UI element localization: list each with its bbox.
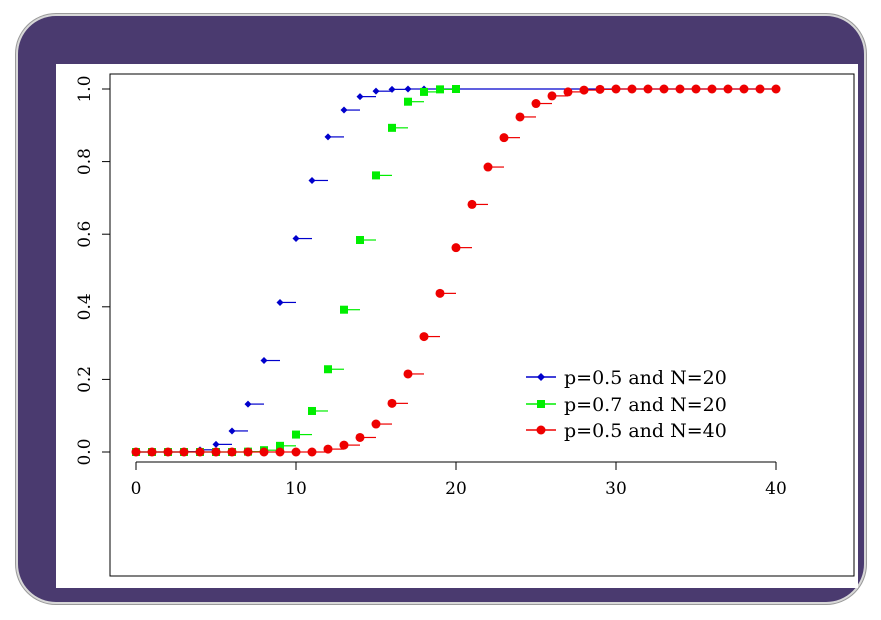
y-tick-label: 0.2 (75, 366, 95, 393)
series-2-point (355, 432, 365, 442)
series-2-point (179, 447, 189, 457)
series-1-point (388, 123, 396, 132)
series-2-point (275, 447, 285, 457)
y-tick-label: 1.0 (75, 75, 95, 102)
series-0-point (244, 400, 252, 408)
series-2-point (259, 447, 269, 457)
x-tick-label: 30 (605, 479, 627, 499)
series-0-point (340, 106, 348, 114)
series-0-point (356, 93, 364, 101)
series-2-point (291, 447, 301, 457)
series-2-point (323, 444, 333, 454)
series-2-point (611, 84, 621, 94)
x-tick-label: 10 (285, 479, 307, 499)
series-2-point (579, 85, 589, 95)
series-2-point (467, 199, 477, 209)
series-2-point (723, 84, 733, 94)
series-1-point (356, 236, 364, 245)
series-2-point (307, 447, 317, 457)
series-2-point (211, 447, 221, 457)
series-2-point (195, 447, 205, 457)
series-2-point (771, 84, 781, 94)
series-2-point (627, 84, 637, 94)
series-1-point (324, 365, 332, 374)
x-tick-label: 20 (445, 479, 467, 499)
series-0-point (308, 176, 316, 184)
y-tick-label: 0.8 (75, 148, 95, 175)
legend-entry-0: p=0.5 and N=20 (526, 367, 727, 389)
series-0-point (292, 235, 300, 243)
series-layer (131, 84, 781, 457)
legend: p=0.5 and N=20 p=0.7 and N=20 p=0.5 and … (526, 367, 727, 442)
legend-marker-0 (537, 373, 545, 381)
series-1-point (420, 87, 428, 96)
series-2-point (499, 133, 509, 143)
chart-panel: 0 10 20 30 40 0.0 0.2 0.4 0.6 0.8 1.0 p=0.5 and N… (56, 64, 858, 588)
series-2-point (739, 84, 749, 94)
series-2-point (243, 447, 253, 457)
series-1-point (404, 97, 412, 106)
series-1-point (452, 85, 460, 93)
series-2-point (755, 84, 765, 94)
legend-marker-1 (537, 400, 545, 408)
series-2-point (339, 440, 349, 450)
series-2-point (563, 87, 573, 97)
legend-marker-2 (536, 425, 546, 435)
series-2-point (595, 84, 605, 94)
series-2-point (659, 84, 669, 94)
series-1-point (308, 406, 316, 415)
legend-label-1: p=0.7 and N=20 (564, 394, 727, 416)
series-2-point (707, 84, 717, 94)
series-1-point (340, 305, 348, 314)
legend-label-2: p=0.5 and N=40 (564, 420, 727, 442)
series-1-point (292, 430, 300, 439)
x-tick-label: 0 (131, 479, 142, 499)
series-2-point (147, 447, 157, 457)
x-tick-label: 40 (765, 479, 787, 499)
y-tick-label: 0.6 (75, 221, 95, 248)
cdf-chart: 0 10 20 30 40 0.0 0.2 0.4 0.6 0.8 1.0 p=0.5 and N… (75, 73, 855, 577)
series-2-point (403, 369, 413, 379)
series-2-point (531, 99, 541, 109)
series-0-point (372, 87, 380, 95)
series-2-point (547, 91, 557, 101)
series-2-point (371, 419, 381, 429)
series-0-point (260, 357, 268, 365)
series-2-point (163, 447, 173, 457)
series-0-point (276, 298, 284, 306)
series-2-point (483, 162, 493, 172)
series-0-point (228, 427, 236, 435)
series-2-point (515, 112, 525, 122)
series-2-point (419, 332, 429, 342)
series-2-point (691, 84, 701, 94)
series-1-point (372, 171, 380, 180)
slide-frame: 0 10 20 30 40 0.0 0.2 0.4 0.6 0.8 1.0 p=0.5 and N… (18, 16, 864, 602)
y-ticks: 0.0 0.2 0.4 0.6 0.8 1.0 (75, 75, 110, 466)
series-0-point (404, 85, 412, 93)
series-0-point (324, 133, 332, 141)
legend-entry-2: p=0.5 and N=40 (526, 420, 727, 442)
series-2-point (451, 243, 461, 253)
series-1-point (276, 441, 284, 450)
series-2-point (131, 447, 141, 457)
series-2-point (675, 84, 685, 94)
series-1 (132, 85, 460, 456)
legend-entry-1: p=0.7 and N=20 (526, 394, 727, 416)
y-tick-label: 0.0 (75, 438, 95, 465)
series-2 (131, 84, 781, 457)
y-tick-label: 0.4 (75, 293, 95, 320)
series-2-point (387, 398, 397, 408)
series-0-point (212, 440, 220, 448)
series-0-point (388, 85, 396, 93)
legend-label-0: p=0.5 and N=20 (564, 367, 727, 389)
plot-frame (109, 73, 855, 577)
series-2-point (643, 84, 653, 94)
x-ticks: 0 10 20 30 40 (131, 462, 787, 499)
series-2-point (227, 447, 237, 457)
series-2-point (435, 288, 445, 298)
series-1-point (436, 85, 444, 94)
